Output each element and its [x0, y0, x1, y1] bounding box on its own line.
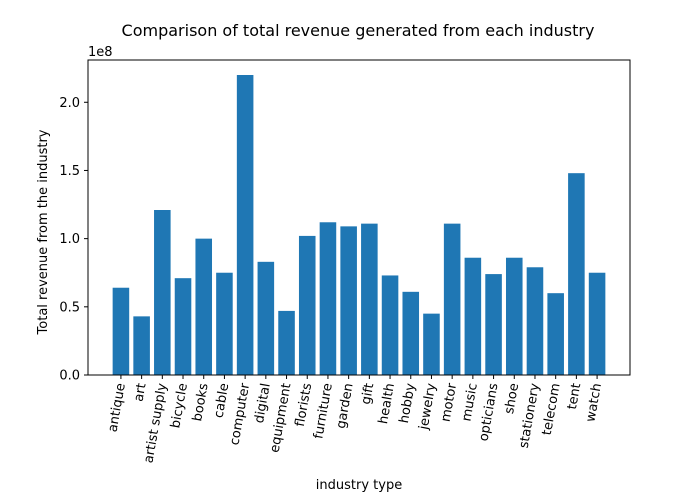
y-ticks-group: 0.0 0.5 1.0 1.5 2.0	[59, 96, 88, 384]
bar-florists	[298, 235, 316, 375]
x-tick-label-health: health	[376, 382, 398, 425]
bar-tent	[568, 173, 585, 375]
bar-garden	[340, 226, 357, 375]
bar-gift	[361, 223, 378, 375]
bar-computer	[236, 75, 254, 375]
x-tick-label-watch: watch	[583, 382, 605, 423]
bar-antique	[112, 287, 130, 375]
y-tick-label: 1.5	[59, 164, 80, 179]
bar-shoe	[505, 257, 523, 375]
chart-title: Comparison of total revenue generated fr…	[122, 21, 595, 40]
x-tick-label-opticians: opticians	[477, 382, 502, 443]
x-tick-label-motor: motor	[439, 381, 461, 423]
bar-artist-supply	[154, 210, 171, 375]
x-tick-label-digital: digital	[252, 382, 274, 424]
plot-frame	[87, 59, 631, 376]
x-axis-label: industry type	[316, 478, 402, 493]
bar-music	[464, 257, 482, 375]
x-tick-label-florists: florists	[293, 382, 315, 428]
bars-group	[112, 75, 606, 375]
y-tick-label: 2.0	[59, 96, 80, 111]
x-tick-label-music: music	[459, 382, 480, 422]
x-tick-label-hobby: hobby	[397, 382, 419, 425]
x-tick-label-furniture: furniture	[311, 382, 336, 440]
bar-books	[195, 238, 213, 375]
bar-digital	[257, 261, 275, 375]
x-tick-label-telecom: telecom	[540, 382, 564, 436]
bar-furniture	[319, 222, 337, 375]
x-tick-label-antique: antique	[106, 382, 129, 433]
y-offset-label: 1e8	[88, 45, 113, 60]
y-tick-label: 1.0	[59, 232, 80, 247]
y-tick-label: 0.5	[59, 300, 80, 315]
x-tick-label-jewelry: jewelry	[416, 382, 439, 432]
x-tick-label-gift: gift	[359, 382, 377, 406]
bar-jewelry	[423, 313, 440, 375]
bar-stationery	[526, 267, 544, 375]
bar-art	[133, 316, 150, 375]
x-tick-label-computer: computer	[227, 381, 253, 446]
bar-health	[381, 275, 399, 375]
bar-opticians	[485, 274, 502, 375]
bar-equipment	[278, 310, 295, 375]
bar-bicycle	[174, 278, 192, 375]
bar-motor	[443, 223, 461, 375]
x-tick-label-tent: tent	[565, 382, 584, 411]
bar-cable	[216, 272, 233, 375]
x-tick-label-garden: garden	[334, 382, 357, 430]
x-tick-label-books: books	[190, 382, 211, 423]
x-tick-label-bicycle: bicycle	[168, 382, 191, 429]
bar-watch	[588, 272, 606, 375]
x-tick-label-art: art	[132, 382, 150, 403]
x-tick-label-cable: cable	[212, 382, 233, 419]
bar-hobby	[402, 291, 420, 375]
y-tick-label: 0.0	[59, 369, 80, 384]
bar-telecom	[547, 293, 564, 375]
y-axis-label: Total revenue from the industry	[36, 129, 51, 335]
x-tick-label-shoe: shoe	[502, 382, 522, 415]
